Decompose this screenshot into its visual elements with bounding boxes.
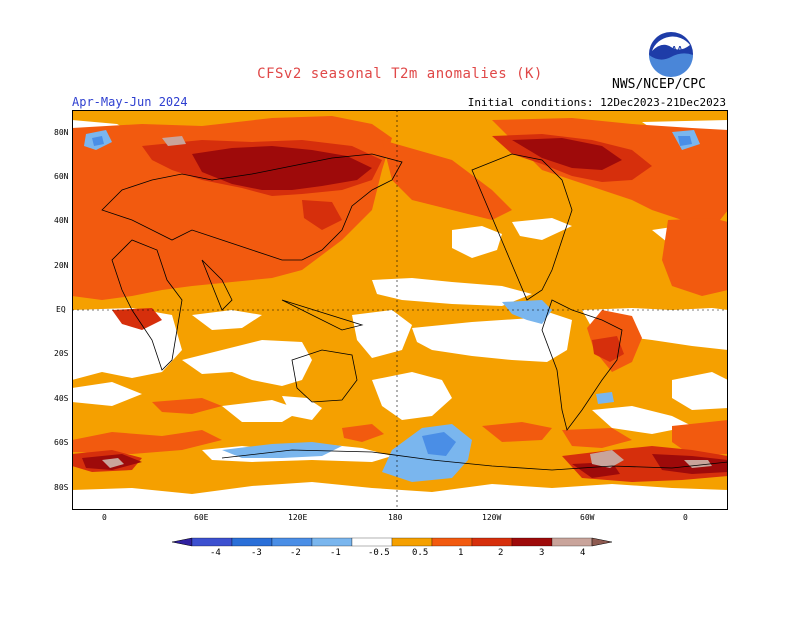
lat-label: 20N [54,261,69,270]
map-frame [72,110,728,510]
hot-anomaly-regions [82,138,728,478]
lat-label: 40S [54,394,69,403]
agency-label: NWS/NCEP/CPC [612,77,706,92]
colorbar-segment [391,537,433,547]
season-label: Apr-May-Jun 2024 [72,95,188,109]
colorbar-segment [511,537,553,547]
grid-lines [72,110,728,510]
colorbar-label: 4 [580,548,586,558]
lon-label: 0 [102,513,107,522]
colorbar-arrow-low [171,537,193,547]
lon-label: 60E [194,513,209,522]
colorbar-label: 0.5 [412,548,429,558]
lat-label: 80S [54,483,69,492]
colorbar-segment [351,537,393,547]
lat-label: EQ [56,305,66,314]
lon-label: 60W [580,513,595,522]
lat-label: 40N [54,216,69,225]
lat-label: 60S [54,438,69,447]
lon-label: 120W [482,513,502,522]
colorbar [171,537,613,547]
colorbar-label: -3 [251,548,262,558]
coastlines [101,153,728,471]
colorbar-segment [471,537,513,547]
stronger-cool-anomaly-regions [92,136,692,456]
lat-label: 20S [54,349,69,358]
initial-conditions-label: Initial conditions: 12Dec2023-21Dec2023 [467,96,726,109]
lat-label: 80N [54,128,69,137]
lat-label: 60N [54,172,69,181]
lon-label: 0 [683,513,688,522]
neutral-anomaly-regions [72,120,728,510]
colorbar-arrow-high [591,537,613,547]
logo-text: NOAA [659,45,683,54]
colorbar-label: 2 [498,548,504,558]
colorbar-label: -0.5 [368,548,390,558]
colorbar-segment [191,537,233,547]
colorbar-label: -4 [210,548,221,558]
colorbar-label: 1 [458,548,464,558]
noaa-logo-icon: NOAA [649,32,693,77]
colorbar-segment [431,537,473,547]
colorbar-label: -2 [290,548,301,558]
colorbar-label: -1 [330,548,341,558]
colorbar-label: 3 [539,548,545,558]
lon-label: 180 [388,513,403,522]
colorbar-segment [271,537,313,547]
lon-label: 120E [288,513,308,522]
colorbar-segment [551,537,593,547]
colorbar-segment [231,537,273,547]
map-title: CFSv2 seasonal T2m anomalies (K) [257,66,543,82]
colorbar-segment [311,537,353,547]
anomaly-map [72,110,728,510]
